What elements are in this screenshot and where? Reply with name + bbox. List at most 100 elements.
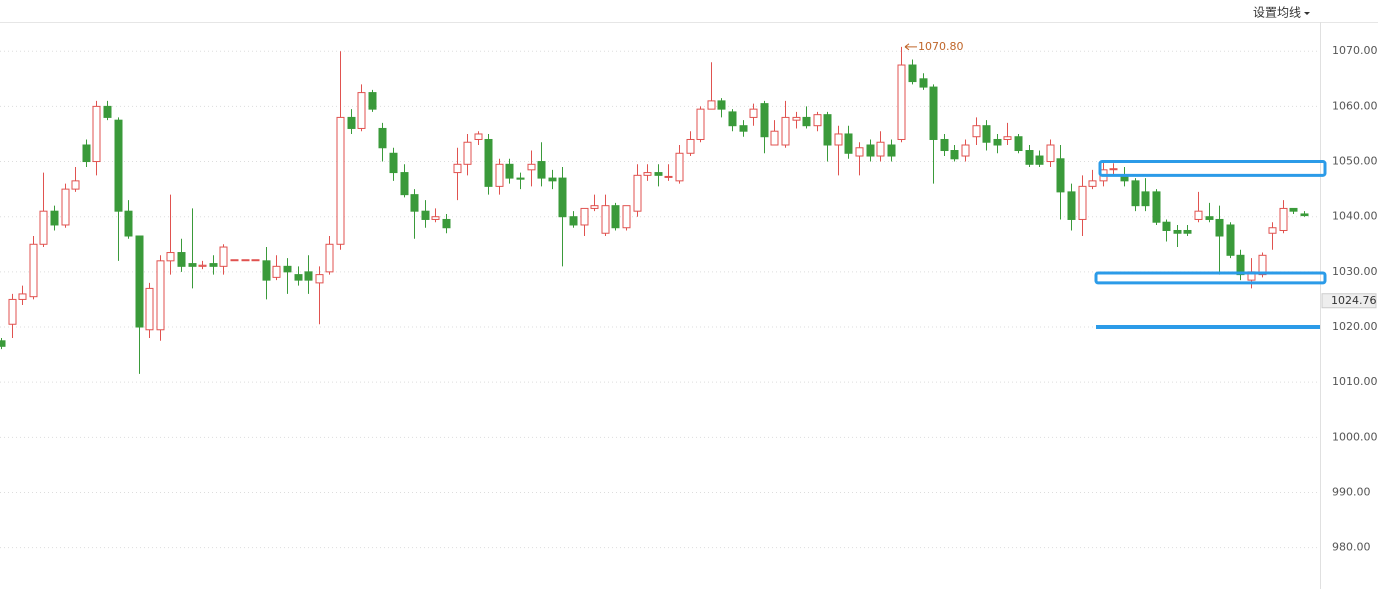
candle-body bbox=[453, 163, 462, 174]
candle-body bbox=[580, 207, 589, 226]
y-tick-label: 1020.00 bbox=[1332, 320, 1378, 333]
candle-body bbox=[166, 252, 175, 262]
candle-body bbox=[145, 287, 154, 331]
candle-body bbox=[982, 125, 991, 143]
candle-body bbox=[82, 144, 91, 163]
candle-body bbox=[1003, 136, 1012, 140]
candle-body bbox=[601, 205, 610, 234]
candle-body bbox=[315, 274, 324, 284]
candle-body bbox=[622, 205, 631, 229]
candle-body bbox=[781, 116, 790, 146]
candle-body bbox=[347, 116, 356, 129]
candle-body bbox=[1300, 213, 1309, 217]
y-tick-label: 990.00 bbox=[1332, 485, 1371, 498]
candle-body bbox=[792, 116, 801, 121]
candle-body bbox=[336, 116, 345, 245]
candle-body bbox=[1289, 207, 1298, 212]
candle-body bbox=[728, 111, 737, 127]
candle-body bbox=[664, 175, 673, 178]
candle-body bbox=[18, 293, 27, 300]
candle-body bbox=[219, 246, 228, 267]
candle-body bbox=[114, 119, 123, 212]
candle-body bbox=[855, 147, 864, 157]
candle-body bbox=[633, 174, 642, 212]
candle-body bbox=[876, 141, 885, 157]
candle-body bbox=[103, 105, 112, 118]
candle-body bbox=[1236, 254, 1245, 276]
candle-body bbox=[495, 163, 504, 187]
candle-body bbox=[50, 210, 59, 226]
candle-body bbox=[71, 180, 80, 190]
candle-body bbox=[357, 92, 366, 129]
candle-body bbox=[707, 100, 716, 110]
candle-body bbox=[241, 259, 250, 262]
candle-body bbox=[283, 265, 292, 273]
candle-body bbox=[823, 114, 832, 146]
candle-body bbox=[1046, 144, 1055, 163]
y-tick-label: 1010.00 bbox=[1332, 375, 1378, 388]
candle-body bbox=[1268, 227, 1277, 234]
candle-body bbox=[421, 210, 430, 220]
candle-body bbox=[29, 243, 38, 298]
candle-body bbox=[950, 150, 959, 160]
candle-body bbox=[866, 144, 875, 157]
candle-body bbox=[431, 216, 440, 220]
candle-body bbox=[410, 194, 419, 212]
candle-body bbox=[262, 260, 271, 281]
candle-body bbox=[400, 172, 409, 196]
candle-body bbox=[834, 133, 843, 146]
candle-body bbox=[1078, 185, 1087, 220]
candle-body bbox=[1226, 224, 1235, 256]
candle-body bbox=[1025, 150, 1034, 165]
candle-body bbox=[590, 205, 599, 209]
candle-body bbox=[177, 252, 186, 267]
candle-body bbox=[304, 271, 313, 281]
level-box bbox=[1094, 271, 1327, 285]
candle-body bbox=[654, 172, 663, 176]
candle-body bbox=[897, 64, 906, 140]
candle-body bbox=[442, 218, 451, 229]
y-tick-label: 1040.00 bbox=[1332, 210, 1378, 223]
candle-body bbox=[516, 177, 525, 180]
candle-body bbox=[611, 205, 620, 229]
y-tick-label: 1000.00 bbox=[1332, 430, 1378, 443]
candle-body bbox=[378, 127, 387, 149]
candle-body bbox=[908, 64, 917, 83]
candle-body bbox=[813, 114, 822, 127]
candle-body bbox=[770, 130, 779, 146]
candle-body bbox=[1194, 210, 1203, 220]
candle-body bbox=[61, 188, 70, 226]
candle-body bbox=[389, 152, 398, 174]
candle-body bbox=[558, 177, 567, 218]
candle-body bbox=[1215, 218, 1224, 237]
candle-body bbox=[368, 92, 377, 110]
candle-body bbox=[1035, 155, 1044, 165]
candle-body bbox=[1173, 229, 1182, 234]
ma-setting-button[interactable]: 设置均线 bbox=[1253, 6, 1310, 20]
candle-body bbox=[527, 163, 536, 171]
candle-body bbox=[251, 259, 260, 262]
last-price-label: 1024.76 bbox=[1331, 294, 1377, 307]
candle-body bbox=[929, 86, 938, 140]
candle-body bbox=[198, 264, 207, 267]
candle-body bbox=[1183, 229, 1192, 234]
candle-body bbox=[1205, 216, 1214, 220]
candle-body bbox=[209, 263, 218, 267]
candle-body bbox=[484, 138, 493, 187]
y-tick-label: 1060.00 bbox=[1332, 99, 1378, 112]
candle-body bbox=[505, 163, 514, 179]
max-marker-arrow bbox=[904, 43, 917, 51]
candle-body bbox=[1056, 158, 1065, 193]
y-tick-label: 980.00 bbox=[1332, 541, 1371, 554]
candle-body bbox=[1131, 180, 1140, 207]
candle-body bbox=[844, 133, 853, 154]
last-price-box bbox=[1321, 293, 1377, 309]
candle-body bbox=[887, 144, 896, 157]
y-tick-label: 1070.00 bbox=[1332, 44, 1378, 57]
candle-body bbox=[1014, 136, 1023, 152]
ma-setting-label[interactable]: 设置均线 bbox=[1253, 6, 1301, 20]
candle-body bbox=[675, 152, 684, 182]
candle-body bbox=[1152, 191, 1161, 223]
candle-body bbox=[474, 133, 483, 140]
